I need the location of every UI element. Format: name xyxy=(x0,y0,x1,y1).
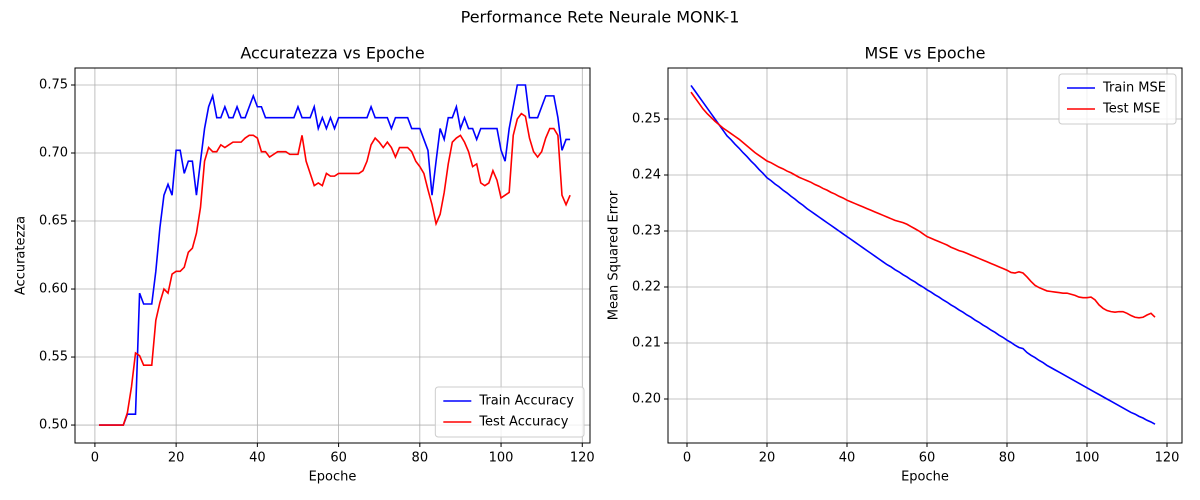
y-axis-label: Mean Squared Error xyxy=(607,190,622,320)
y-tick-label: 0.65 xyxy=(39,214,68,229)
legend-label: Test Accuracy xyxy=(478,415,568,430)
y-tick-label: 0.55 xyxy=(39,350,68,365)
x-tick-label: 120 xyxy=(1155,451,1180,466)
x-tick-label: 80 xyxy=(999,451,1016,466)
x-axis-label: Epoche xyxy=(309,470,357,485)
x-tick-label: 60 xyxy=(919,451,936,466)
y-tick-label: 0.75 xyxy=(39,78,68,93)
line-series xyxy=(690,84,1156,425)
x-tick-label: 40 xyxy=(839,451,856,466)
y-tick-label: 0.50 xyxy=(39,418,68,433)
legend-label: Test MSE xyxy=(1102,102,1160,117)
legend-box xyxy=(1058,73,1177,125)
x-tick-label: 100 xyxy=(489,451,514,466)
legend-box xyxy=(434,386,585,438)
x-tick-label: 20 xyxy=(759,451,776,466)
x-tick-label: 100 xyxy=(1075,451,1100,466)
legend: Train MSE Test MSE xyxy=(1058,73,1177,125)
x-tick-label: 0 xyxy=(91,451,99,466)
x-tick-label: 80 xyxy=(412,451,429,466)
y-tick-label: 0.24 xyxy=(632,168,661,183)
y-axis-label: Accuratezza xyxy=(14,216,29,295)
y-tick-label: 0.25 xyxy=(632,112,661,127)
legend-label: Train Accuracy xyxy=(478,394,574,409)
x-tick-label: 60 xyxy=(330,451,347,466)
y-tick-label: 0.22 xyxy=(632,279,661,294)
line-series xyxy=(690,91,1156,319)
legend: Train Accuracy Test Accuracy xyxy=(434,386,585,438)
line-series xyxy=(98,84,571,426)
y-tick-label: 0.21 xyxy=(632,335,661,350)
x-tick-label: 0 xyxy=(683,451,691,466)
plot-frame xyxy=(74,67,591,444)
figure-title: Performance Rete Neurale MONK-1 xyxy=(461,8,740,27)
y-tick-label: 0.23 xyxy=(632,224,661,239)
line-series xyxy=(98,112,571,426)
chart-title: MSE vs Epoche xyxy=(865,44,986,63)
x-axis-label: Epoche xyxy=(901,470,949,485)
x-tick-label: 40 xyxy=(249,451,266,466)
y-tick-label: 0.20 xyxy=(632,391,661,406)
y-tick-label: 0.70 xyxy=(39,146,68,161)
x-tick-label: 120 xyxy=(570,451,595,466)
chart-title: Accuratezza vs Epoche xyxy=(240,44,424,63)
x-tick-label: 20 xyxy=(168,451,185,466)
legend-label: Train MSE xyxy=(1102,81,1166,96)
plot-frame xyxy=(667,67,1183,444)
y-tick-label: 0.60 xyxy=(39,282,68,297)
